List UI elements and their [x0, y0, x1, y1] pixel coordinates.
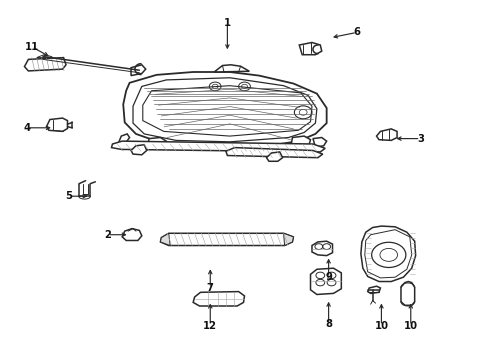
Text: 11: 11	[24, 42, 39, 52]
Polygon shape	[46, 118, 67, 131]
Polygon shape	[376, 129, 396, 140]
Text: 5: 5	[65, 191, 72, 201]
Text: 6: 6	[353, 27, 360, 37]
Text: 2: 2	[104, 230, 111, 240]
Polygon shape	[312, 138, 326, 147]
Text: 8: 8	[325, 319, 331, 329]
Polygon shape	[283, 233, 293, 246]
Polygon shape	[160, 233, 170, 246]
Text: 9: 9	[325, 272, 331, 282]
Polygon shape	[123, 72, 326, 148]
Text: 1: 1	[224, 18, 230, 28]
Polygon shape	[360, 226, 415, 282]
Polygon shape	[214, 65, 249, 72]
Text: 7: 7	[206, 283, 213, 293]
Polygon shape	[131, 65, 145, 76]
Polygon shape	[299, 42, 321, 55]
Polygon shape	[122, 229, 142, 240]
Polygon shape	[111, 141, 325, 152]
Polygon shape	[24, 58, 66, 71]
Polygon shape	[291, 136, 310, 147]
Polygon shape	[311, 241, 332, 256]
Text: 12: 12	[203, 321, 217, 331]
Polygon shape	[193, 292, 244, 306]
Polygon shape	[131, 145, 146, 155]
Text: 10: 10	[403, 321, 417, 331]
Polygon shape	[367, 286, 380, 293]
Text: 4: 4	[23, 123, 30, 133]
Polygon shape	[118, 134, 129, 143]
Polygon shape	[266, 152, 282, 161]
Polygon shape	[400, 282, 414, 305]
Polygon shape	[225, 148, 322, 158]
Polygon shape	[160, 233, 293, 246]
Polygon shape	[147, 138, 166, 148]
Text: 3: 3	[416, 134, 423, 144]
Text: 10: 10	[374, 321, 387, 331]
Polygon shape	[310, 268, 341, 294]
